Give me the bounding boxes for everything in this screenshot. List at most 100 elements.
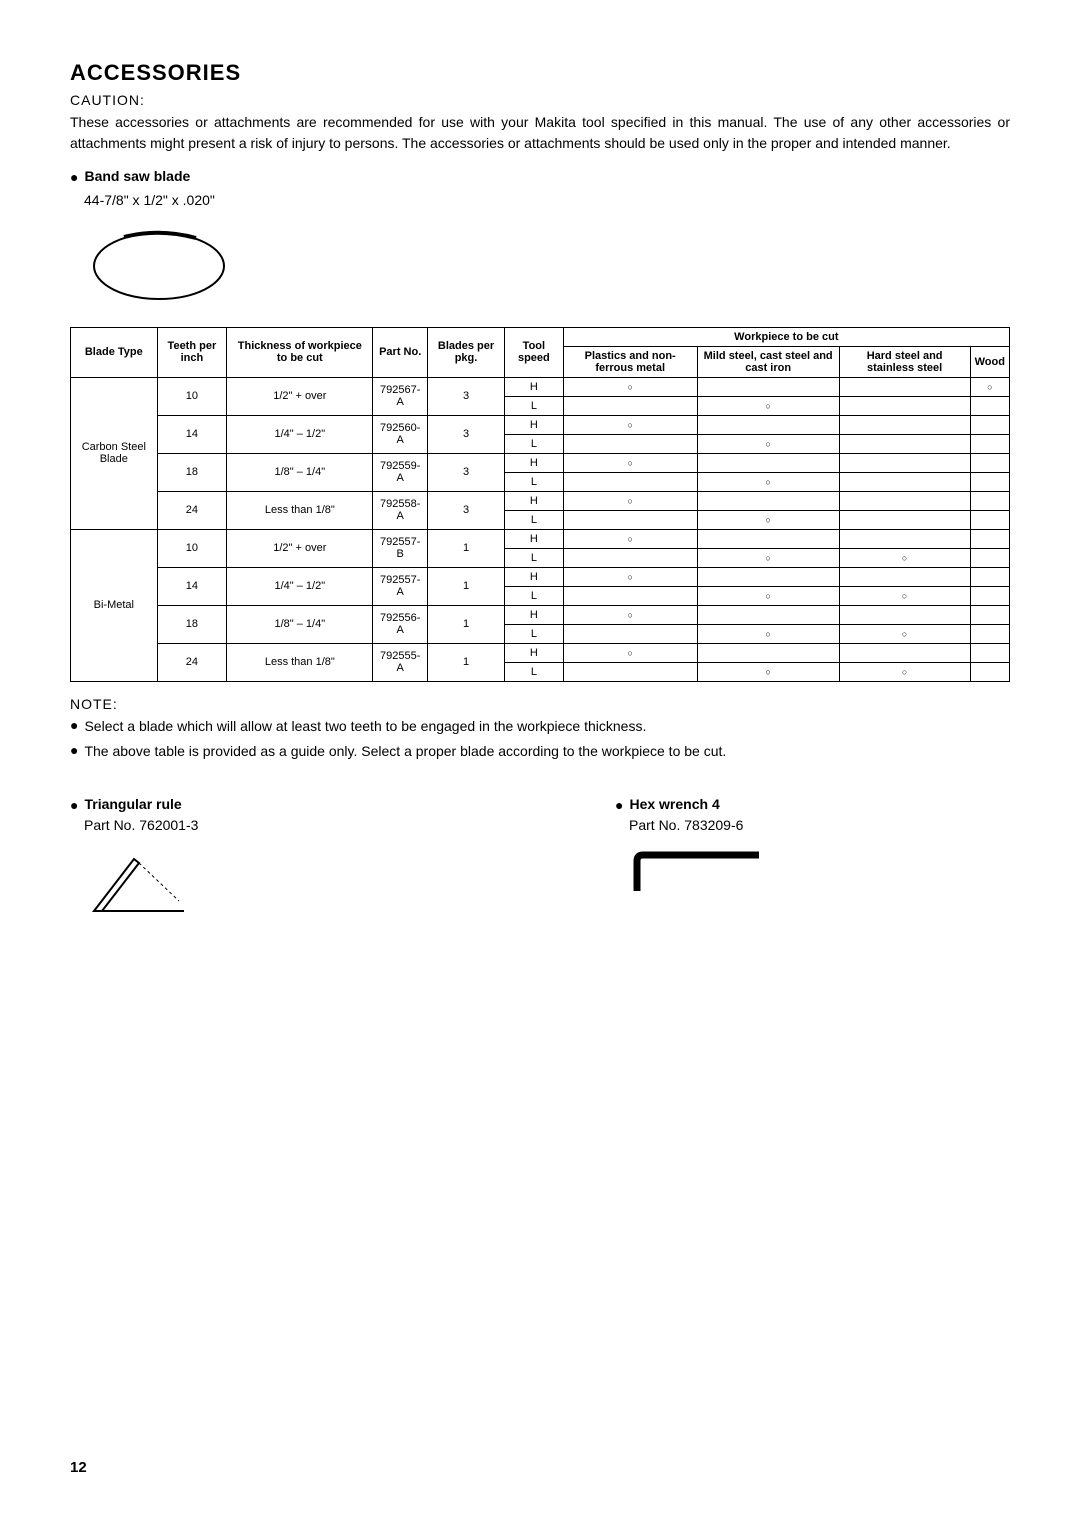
cell-mark: ○ [697,434,839,453]
cell-mark [839,491,970,510]
table-row: 181/8" – 1/4"792559-A3H○ [71,453,1010,472]
cell-mark: ○ [697,624,839,643]
note-item: ● The above table is provided as a guide … [70,741,1010,762]
cell-mark [839,567,970,586]
blade-dimensions: 44-7/8" x 1/2" x .020" [84,192,1010,208]
cell-tpi: 10 [157,529,227,567]
cell-speed: H [505,643,564,662]
cell-mark [970,662,1009,681]
cell-mark [563,548,697,567]
cell-mark: ○ [697,472,839,491]
th-plastics: Plastics and non-ferrous metal [563,346,697,377]
cell-speed: H [505,453,564,472]
table-row: 24Less than 1/8"792555-A1H○ [71,643,1010,662]
cell-mark [563,624,697,643]
cell-speed: H [505,605,564,624]
note-item: ●Select a blade which will allow at leas… [70,716,1010,737]
cell-speed: L [505,662,564,681]
cell-mark: ○ [697,586,839,605]
cell-mark [563,586,697,605]
cell-tpi: 14 [157,415,227,453]
page-title: ACCESSORIES [70,60,1010,86]
table-row: 24Less than 1/8"792558-A3H○ [71,491,1010,510]
hex-wrench-heading: Hex wrench 4 [629,796,719,812]
cell-mark: ○ [563,453,697,472]
cell-speed: H [505,415,564,434]
cell-mark: ○ [563,377,697,396]
cell-mark [697,643,839,662]
cell-partno: 792556-A [373,605,428,643]
cell-pkg: 3 [427,377,504,415]
cell-mark: ○ [563,567,697,586]
cell-thick: Less than 1/8" [227,643,373,681]
bullet-icon: ● [615,796,623,816]
cell-speed: L [505,510,564,529]
cell-mark [697,605,839,624]
th-mild: Mild steel, cast steel and cast iron [697,346,839,377]
cell-mark [839,510,970,529]
cell-speed: H [505,377,564,396]
cell-mark [697,453,839,472]
cell-mark [970,529,1009,548]
cell-mark [697,567,839,586]
cell-speed: H [505,529,564,548]
cell-partno: 792559-A [373,453,428,491]
cell-mark [563,472,697,491]
cell-mark: ○ [839,586,970,605]
cell-mark [970,624,1009,643]
cell-thick: 1/4" – 1/2" [227,415,373,453]
hex-wrench-partno: Part No. 783209-6 [629,817,1010,833]
cell-mark [563,396,697,415]
cell-thick: 1/8" – 1/4" [227,605,373,643]
cell-speed: L [505,396,564,415]
cell-mark [697,377,839,396]
note-text: The above table is provided as a guide o… [84,741,726,762]
cell-speed: L [505,624,564,643]
bullet-icon: ● [70,796,78,816]
th-thickness: Thickness of workpiece to be cut [227,327,373,377]
cell-bladetype: Bi-Metal [71,529,158,681]
cell-speed: H [505,491,564,510]
cell-mark [839,396,970,415]
cell-mark: ○ [839,624,970,643]
cell-mark: ○ [697,548,839,567]
blade-loop-icon [84,226,234,306]
table-row: 181/8" – 1/4"792556-A1H○ [71,605,1010,624]
th-tpi: Teeth per inch [157,327,227,377]
cell-thick: 1/8" – 1/4" [227,453,373,491]
triangular-rule-icon [84,851,204,921]
cell-tpi: 18 [157,605,227,643]
th-hard: Hard steel and stainless steel [839,346,970,377]
cell-mark [697,491,839,510]
cell-mark [839,453,970,472]
cell-partno: 792560-A [373,415,428,453]
caution-text: These accessories or attachments are rec… [70,112,1010,154]
cell-mark [970,453,1009,472]
hex-wrench-icon [629,851,769,901]
note-label: NOTE: [70,696,1010,712]
table-row: 141/4" – 1/2"792557-A1H○ [71,567,1010,586]
bullet-icon: ● [70,741,78,762]
cell-mark: ○ [563,491,697,510]
cell-mark [970,567,1009,586]
cell-speed: H [505,567,564,586]
cell-mark [970,472,1009,491]
cell-mark [970,586,1009,605]
cell-speed: L [505,586,564,605]
bullet-icon: ● [70,168,78,188]
cell-thick: 1/4" – 1/2" [227,567,373,605]
cell-mark: ○ [697,510,839,529]
cell-tpi: 10 [157,377,227,415]
cell-mark: ○ [839,548,970,567]
note-text: Select a blade which will allow at least… [84,716,646,737]
cell-mark: ○ [839,662,970,681]
cell-pkg: 1 [427,605,504,643]
cell-mark [839,415,970,434]
cell-mark [970,491,1009,510]
table-row: Carbon Steel Blade101/2" + over792567-A3… [71,377,1010,396]
th-workpiece: Workpiece to be cut [563,327,1009,346]
th-pkg: Blades per pkg. [427,327,504,377]
blade-heading: Band saw blade [84,168,190,184]
cell-pkg: 1 [427,529,504,567]
cell-partno: 792567-A [373,377,428,415]
